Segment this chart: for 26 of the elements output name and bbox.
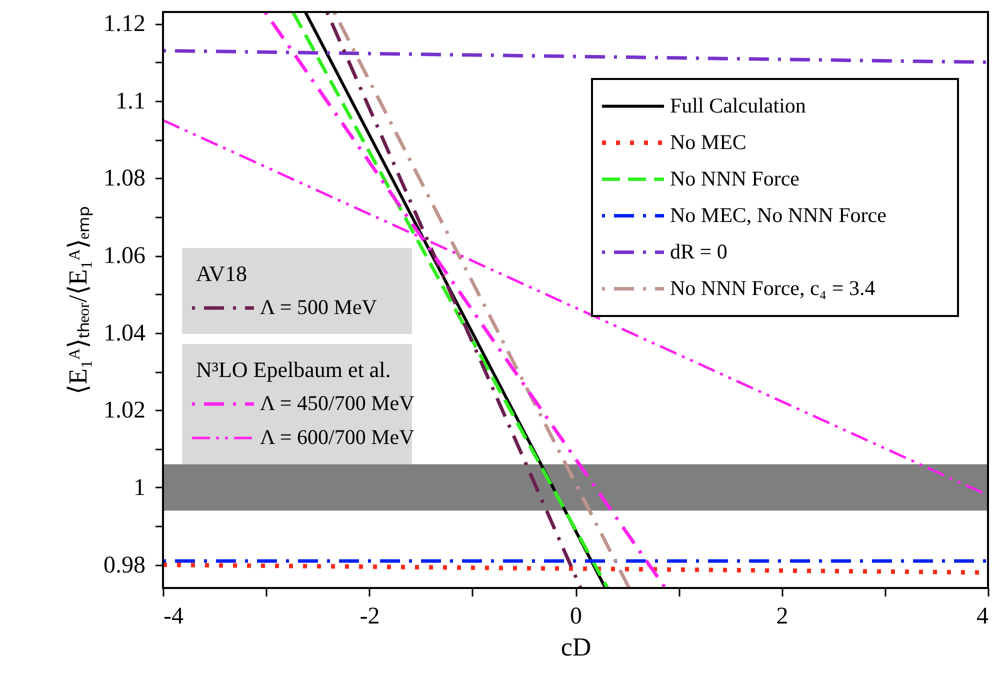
x-tick-label: 4 <box>976 604 988 630</box>
legend-label: dR = 0 <box>670 239 728 264</box>
y-tick-label: 1 <box>134 474 146 501</box>
legend-label: No MEC, No NNN Force <box>670 202 886 227</box>
y-tick-label: 1.12 <box>104 11 146 38</box>
legend-label: Λ = 500 MeV <box>260 295 377 319</box>
x-tick-label: -2 <box>360 604 380 630</box>
legend-label: No NNN Force, c₄ = 3.4 <box>670 276 876 300</box>
y-tick-label: 1.08 <box>104 166 146 192</box>
x-axis-title: cD <box>560 632 592 662</box>
y-tick-label: 1.02 <box>104 398 146 424</box>
y-axis-title: ⟨E₁ᴬ⟩ₜₕₑₒᵣ/⟨E₁ᴬ⟩ₑₘₚ <box>64 206 94 394</box>
y-tick-label: 0.98 <box>104 552 146 578</box>
y-tick-label: 1.06 <box>104 243 146 270</box>
legend-label: No MEC <box>670 130 746 154</box>
x-tick-label: 2 <box>776 604 788 630</box>
legend-label: Λ = 450/700 MeV <box>260 391 414 415</box>
legend-label: No NNN Force <box>670 166 800 190</box>
annotation: AV18 <box>196 261 247 286</box>
annotation: N³LO Epelbaum et al. <box>196 357 391 382</box>
y-tick-label: 1.04 <box>104 320 146 346</box>
legend-label: Λ = 600/700 MeV <box>260 425 414 449</box>
y-tick-label: 1.1 <box>116 88 146 114</box>
x-tick-label: -4 <box>164 604 184 630</box>
legend-label: Full Calculation <box>670 93 806 118</box>
x-tick-label: 0 <box>570 604 582 630</box>
